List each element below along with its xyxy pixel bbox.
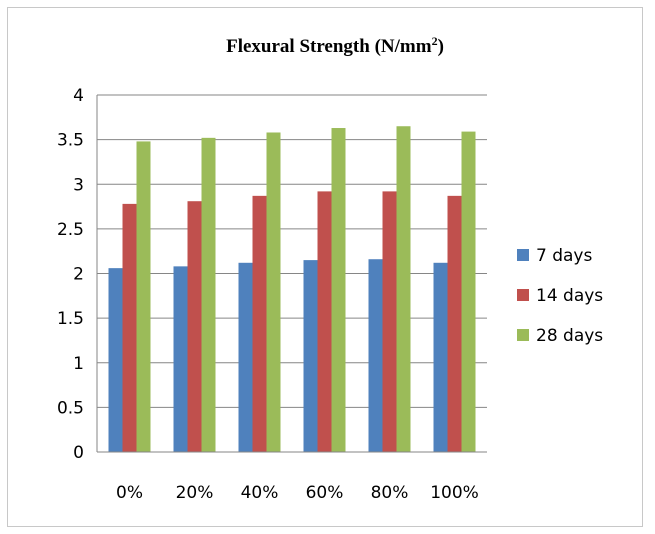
chart-title: Flexural Strength (N/mm2) (226, 34, 444, 57)
y-axis-tick-labels: 0 0.5 1 1.5 2 2.5 3 3.5 4 (57, 86, 84, 463)
y-tick-label: 2 (73, 265, 84, 285)
bar (461, 131, 476, 452)
bar (173, 266, 188, 452)
legend-swatch (517, 329, 529, 341)
bar (252, 195, 267, 453)
bar (368, 259, 383, 452)
bar (303, 260, 318, 452)
bar (396, 126, 411, 453)
x-tick-label: 40% (241, 483, 279, 503)
y-tick-label: 2.5 (57, 220, 84, 240)
bar (187, 201, 202, 452)
x-tick-label: 20% (176, 483, 214, 503)
y-tick-label: 1.5 (57, 309, 84, 329)
bar (266, 132, 281, 453)
x-tick-label: 80% (371, 483, 409, 503)
gridlines (97, 94, 487, 408)
legend-swatch (517, 289, 529, 301)
bar (122, 203, 137, 452)
bar (238, 262, 253, 452)
bar (447, 195, 462, 453)
bars (108, 126, 476, 453)
legend: 7 days 14 days 28 days (517, 246, 603, 346)
legend-label: 28 days (536, 326, 603, 346)
y-tick-label: 0.5 (57, 398, 84, 418)
y-tick-label: 1 (73, 354, 84, 374)
bar (331, 128, 346, 452)
bar (136, 141, 151, 452)
legend-label: 14 days (536, 286, 603, 306)
bar (433, 262, 448, 452)
bar (201, 137, 216, 452)
bar (108, 268, 123, 452)
x-axis-tick-labels: 0% 20% 40% 60% 80% 100% (116, 483, 479, 503)
x-tick-label: 100% (430, 483, 479, 503)
axes (96, 95, 487, 453)
y-tick-label: 3.5 (57, 131, 84, 151)
y-tick-label: 3 (73, 175, 84, 195)
y-tick-label: 4 (73, 86, 84, 106)
bar (382, 191, 397, 452)
bar (317, 191, 332, 452)
legend-label: 7 days (536, 246, 592, 266)
x-tick-label: 0% (116, 483, 143, 503)
y-tick-label: 0 (73, 443, 84, 463)
x-tick-label: 60% (306, 483, 344, 503)
legend-swatch (517, 249, 529, 261)
